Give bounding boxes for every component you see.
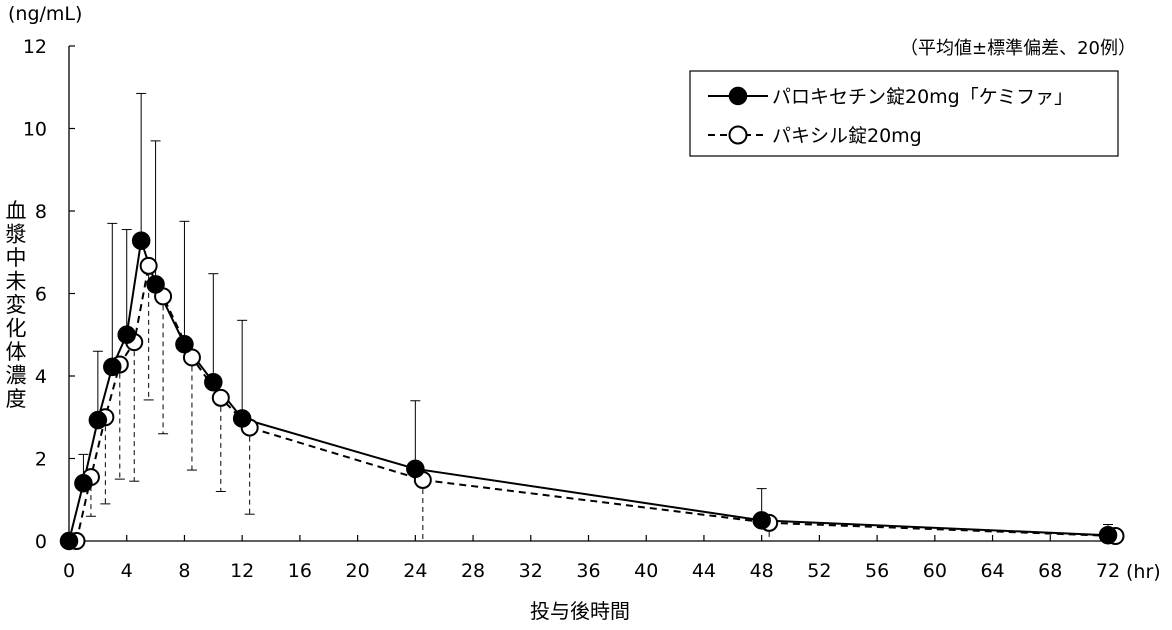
x-tick-label: 32 xyxy=(519,560,543,582)
y-axis-label-char: 度 xyxy=(6,387,27,411)
x-tick-label: 44 xyxy=(692,560,716,582)
x-tick-label: 20 xyxy=(346,560,370,582)
data-point-series-1 xyxy=(103,357,122,377)
legend-label-series-1: パロキセチン錠20mg「ケミファ」 xyxy=(772,86,1073,108)
legend-filled-circle-marker xyxy=(728,86,748,106)
y-tick-label: 6 xyxy=(35,284,47,306)
y-axis-unit: (ng/mL) xyxy=(8,3,82,25)
data-point-series-1 xyxy=(117,325,136,344)
data-point-series-2 xyxy=(211,388,230,407)
y-tick-label: 2 xyxy=(35,449,47,471)
x-tick-label: 16 xyxy=(288,560,312,582)
y-axis-label-char: 血 xyxy=(6,199,27,223)
series-line-pakishiru xyxy=(75,262,1116,542)
x-tick-label: 48 xyxy=(750,560,774,582)
data-point-series-2 xyxy=(139,256,158,275)
y-axis-label-char: 漿 xyxy=(6,223,27,247)
x-tick-label: 60 xyxy=(923,560,947,582)
x-axis-unit: (hr) xyxy=(1126,561,1161,583)
x-tick-label: 12 xyxy=(230,560,254,582)
x-tick-label: 36 xyxy=(576,560,600,582)
legend-open-circle-marker xyxy=(728,125,748,145)
data-point-series-1 xyxy=(59,531,79,551)
y-tick-label: 10 xyxy=(23,119,47,141)
y-axis-label-char: 濃 xyxy=(6,364,27,388)
data-point-series-1 xyxy=(232,409,252,428)
x-tick-label: 52 xyxy=(807,560,831,582)
x-tick-label: 72 xyxy=(1096,560,1120,582)
y-tick-label: 0 xyxy=(35,531,47,553)
y-axis-label-char: 化 xyxy=(6,317,27,341)
x-tick-label: 8 xyxy=(178,560,190,582)
legend: パロキセチン錠20mg「ケミファ」 パキシル錠20mg xyxy=(689,70,1119,157)
x-tick-label: 24 xyxy=(403,560,427,582)
data-point-series-1 xyxy=(88,410,108,430)
x-tick-label: 4 xyxy=(121,560,133,582)
y-axis-label-char: 未 xyxy=(6,270,27,294)
y-axis-label-char: 中 xyxy=(6,246,27,270)
x-tick-label: 0 xyxy=(63,560,75,582)
legend-label-series-2: パキシル錠20mg xyxy=(772,125,922,147)
y-axis-label-char: 体 xyxy=(6,340,27,364)
x-tick-label: 56 xyxy=(865,560,889,582)
statistics-note: （平均値±標準偏差、20例） xyxy=(900,38,1136,59)
data-point-series-1 xyxy=(74,474,93,493)
y-tick-label: 12 xyxy=(23,36,47,58)
x-tick-label: 40 xyxy=(634,560,658,582)
x-tick-label: 64 xyxy=(980,560,1004,582)
legend-box xyxy=(689,70,1119,157)
data-point-series-1 xyxy=(752,511,771,530)
series-layer xyxy=(59,92,1125,551)
data-point-series-1 xyxy=(175,334,194,354)
x-axis-label: 投与後時間 xyxy=(530,599,630,623)
data-point-series-1 xyxy=(406,459,425,479)
y-tick-label: 4 xyxy=(35,366,47,388)
data-point-series-1 xyxy=(1098,525,1118,545)
data-point-series-1 xyxy=(204,372,223,392)
y-tick-label: 8 xyxy=(35,201,47,223)
x-tick-label: 28 xyxy=(461,560,485,582)
data-point-series-1 xyxy=(131,231,151,250)
x-tick-label: 68 xyxy=(1038,560,1062,582)
data-point-series-1 xyxy=(146,275,165,294)
y-axis-label-char: 変 xyxy=(6,293,27,317)
